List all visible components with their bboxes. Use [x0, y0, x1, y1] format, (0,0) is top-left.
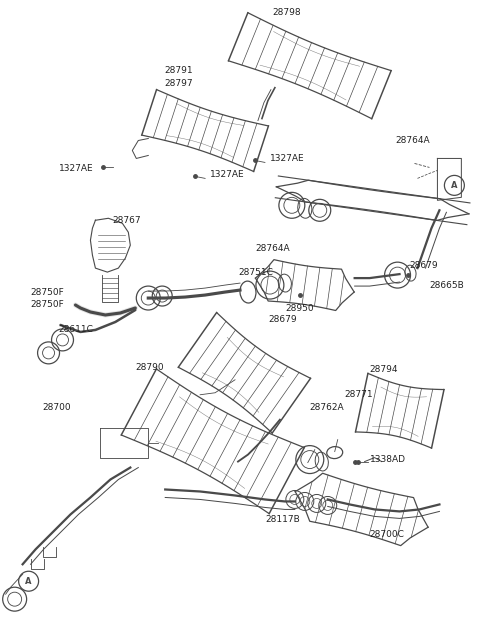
Text: 1327AE: 1327AE [59, 164, 93, 173]
Text: 28751C: 28751C [238, 268, 273, 277]
Text: 28117B: 28117B [265, 515, 300, 524]
Text: 28797: 28797 [164, 79, 193, 88]
Text: 28771: 28771 [345, 390, 373, 399]
Text: 28679: 28679 [409, 260, 438, 270]
Text: 28764A: 28764A [396, 136, 430, 145]
Text: 1327AE: 1327AE [210, 170, 245, 179]
Text: 28665B: 28665B [430, 280, 464, 290]
Text: 28767: 28767 [112, 216, 141, 225]
Text: 28794: 28794 [370, 366, 398, 374]
Text: 1327AE: 1327AE [270, 154, 304, 163]
Text: 28750F: 28750F [31, 287, 64, 297]
Text: 28950: 28950 [285, 304, 313, 312]
Text: 28700C: 28700C [370, 530, 405, 539]
Text: 28762A: 28762A [310, 403, 345, 413]
Text: 28700: 28700 [43, 403, 71, 413]
Text: 28764A: 28764A [255, 244, 289, 253]
Text: A: A [25, 577, 32, 586]
Text: 28790: 28790 [135, 363, 164, 372]
Text: A: A [451, 181, 457, 190]
Text: 28791: 28791 [164, 66, 193, 75]
Text: 28611C: 28611C [59, 326, 94, 334]
Text: 1338AD: 1338AD [370, 455, 406, 464]
Text: 28798: 28798 [272, 8, 300, 18]
Text: 28679: 28679 [268, 316, 297, 324]
Text: 28750F: 28750F [31, 299, 64, 309]
